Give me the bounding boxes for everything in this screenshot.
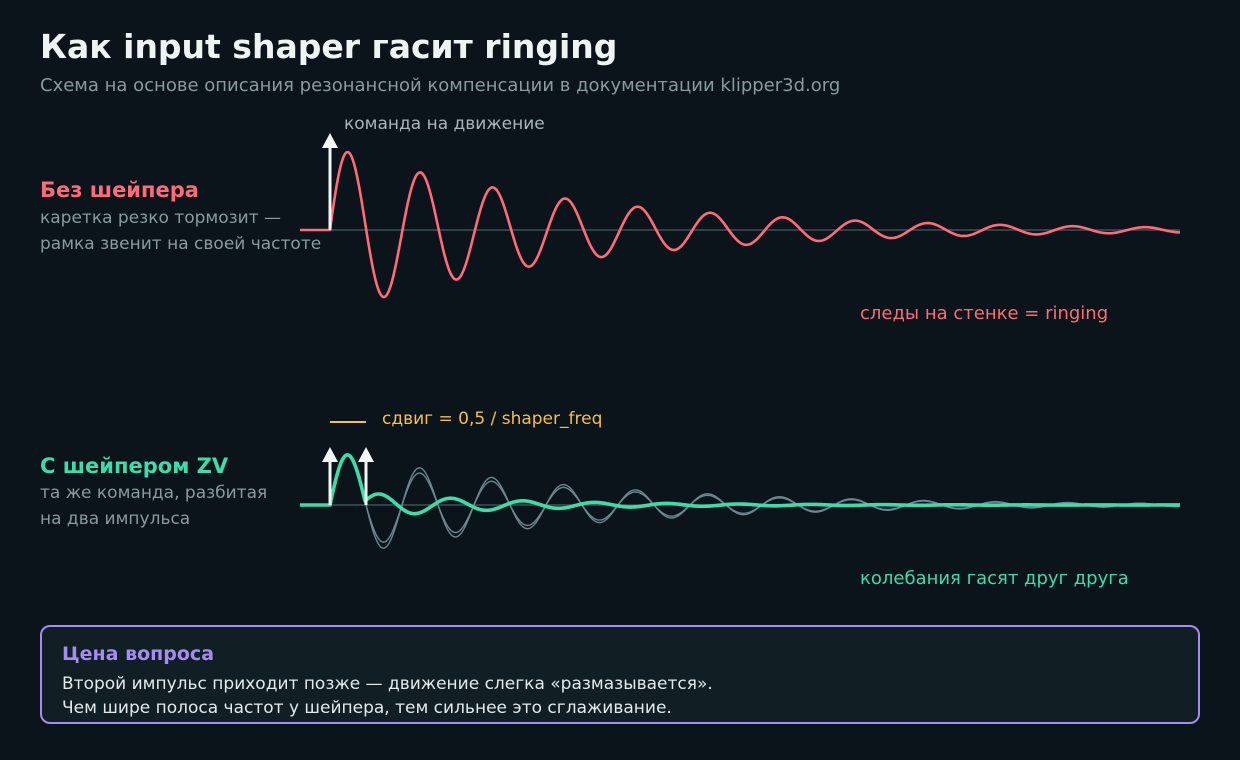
impulse-arrow-1	[322, 447, 338, 505]
ghost-wave-impulse-2	[365, 472, 1181, 543]
page-title: Как input shaper гасит ringing	[40, 27, 618, 66]
impulse-label: команда на движение	[344, 114, 545, 134]
ringing-wave-top	[299, 150, 1181, 299]
note-title: Цена вопроса	[62, 643, 215, 665]
damped-wave-bottom	[299, 453, 1181, 516]
with-shaper-desc-line-1: та же команда, разбитая	[40, 483, 268, 503]
with-shaper-title: С шейпером ZV	[40, 454, 229, 478]
shift-label: сдвиг = 0,5 / shaper_freq	[382, 409, 603, 429]
cancel-result-label: колебания гасят друг друга	[860, 568, 1129, 589]
impulse-arrow-top	[322, 133, 338, 230]
note-box: Цена вопроса Второй импульс приходит поз…	[40, 625, 1200, 724]
page-subtitle: Схема на основе описания резонансной ком…	[40, 75, 841, 96]
without-shaper-desc-line-1: каретка резко тормозит —	[40, 208, 282, 228]
ringing-result-label: следы на стенке = ringing	[860, 303, 1109, 324]
ghost-wave-impulse-1	[365, 467, 1181, 549]
with-shaper-desc-line-2: на два импульса	[40, 509, 191, 529]
impulse-arrow-2	[358, 447, 374, 505]
without-shaper-desc-line-2: рамка звенит на своей частоте	[40, 234, 322, 254]
without-shaper-title: Без шейпера	[40, 178, 199, 202]
note-line-1: Второй импульс приходит позже — движение…	[62, 674, 713, 694]
note-line-2: Чем шире полоса частот у шейпера, тем си…	[62, 698, 672, 718]
